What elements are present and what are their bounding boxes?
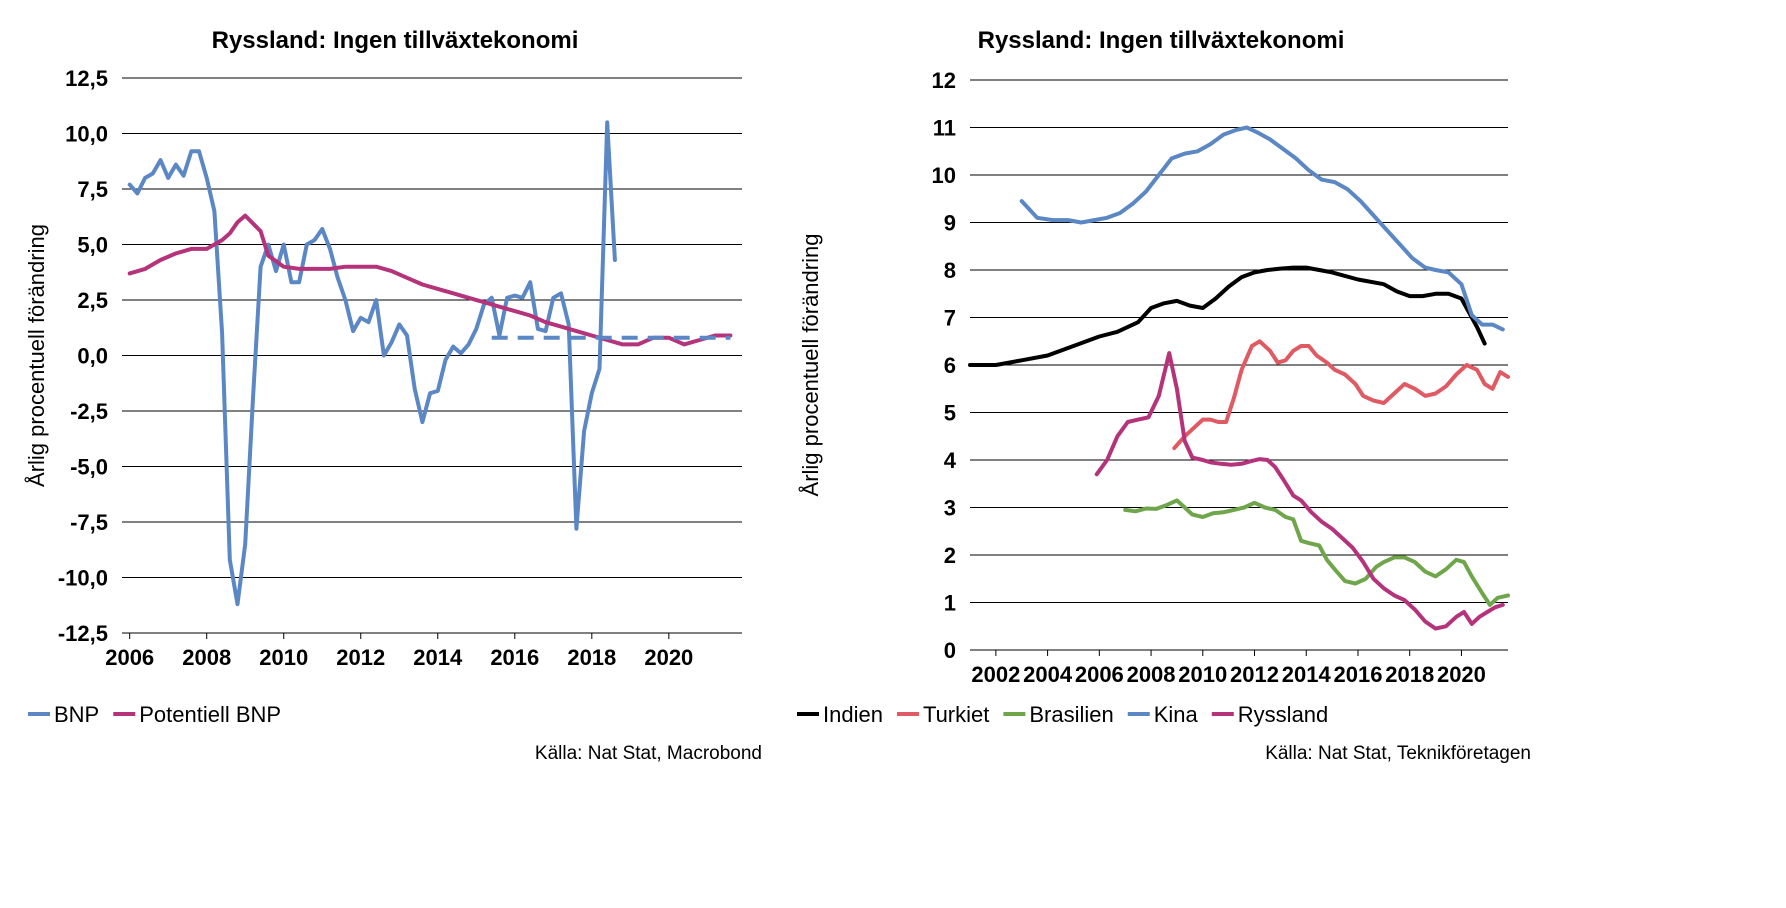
x-tick-label: 2010: [1178, 662, 1227, 687]
x-tick-label: 2006: [1075, 662, 1124, 687]
y-tick-label: 12: [932, 68, 956, 93]
y-tick-label: 12,5: [65, 66, 108, 91]
x-tick-label: 2014: [413, 645, 463, 670]
series-line-kina: [1019, 125, 1505, 332]
x-tick-label: 2006: [105, 645, 154, 670]
x-tick-label: 2008: [182, 645, 231, 670]
y-tick-label: 7,5: [77, 177, 108, 202]
series-line-potentiell-bnp: [127, 213, 733, 347]
y-axis-label: Årlig procentuell förändring: [24, 224, 49, 487]
x-tick-label: 2014: [1282, 662, 1332, 687]
y-tick-label: -2,5: [70, 399, 108, 424]
legend-entry: Ryssland: [1238, 702, 1328, 727]
x-tick-label: 2020: [644, 645, 693, 670]
y-tick-label: 5,0: [77, 233, 108, 258]
x-tick-label: 2012: [336, 645, 385, 670]
right-chart-panel: Ryssland: Ingen tillväxtekonomi 0 1 2 3 4 5 6 7 8…: [797, 0, 1786, 908]
y-tick-label: 8: [944, 258, 956, 283]
y-tick-label: -5,0: [70, 455, 108, 480]
source-note: Källa: Nat Stat, Macrobond: [535, 743, 762, 764]
y-tick-label: 3: [944, 496, 956, 521]
y-tick-label: 7: [944, 306, 956, 331]
legend-entry: Indien: [823, 702, 883, 727]
y-tick-label: 10,0: [65, 122, 108, 147]
chart-title: Ryssland: Ingen tillväxtekonomi: [212, 27, 579, 54]
left-chart: Ryssland: Ingen tillväxtekonomi 12,5 10,0 7…: [24, 27, 762, 764]
x-tick-label: 2002: [971, 662, 1020, 687]
y-tick-label: 0,0: [77, 344, 108, 369]
chart-title: Ryssland: Ingen tillväxtekonomi: [978, 27, 1345, 54]
y-tick-label: 5: [944, 401, 956, 426]
x-tick-label: 2016: [1334, 662, 1383, 687]
legend-entry: Turkiet: [923, 702, 989, 727]
right-chart: Ryssland: Ingen tillväxtekonomi012345678…: [797, 27, 1531, 764]
source-note: Källa: Nat Stat, Teknikföretagen: [1265, 743, 1531, 764]
y-tick-label: -12,5: [58, 621, 108, 646]
left-chart-panel: Ryssland: Ingen tillväxtekonomi 12,5 10,0 7…: [24, 27, 762, 764]
x-tick-label: 2018: [567, 645, 616, 670]
series-line-brasilien: [1123, 498, 1510, 607]
y-tick-label: -10,0: [58, 566, 108, 591]
y-tick-label: 1: [944, 591, 956, 616]
x-tick-label: 2018: [1385, 662, 1434, 687]
y-axis-label: Årlig procentuell förändring: [798, 234, 823, 497]
x-tick-label: 2004: [1023, 662, 1073, 687]
x-tick-label: 2008: [1127, 662, 1176, 687]
y-tick-label: -7,5: [70, 510, 108, 535]
x-tick-label: 2016: [490, 645, 539, 670]
y-tick-label: 9: [944, 211, 956, 236]
y-tick-label: 2,5: [77, 288, 108, 313]
legend-entry: Kina: [1154, 702, 1199, 727]
legend-entry: Potentiell BNP: [139, 702, 281, 727]
y-tick-label: 4: [944, 448, 957, 473]
y-tick-label: 6: [944, 353, 956, 378]
series-line-turkiet: [1172, 339, 1510, 451]
x-tick-label: 2010: [259, 645, 308, 670]
series-line-ryssland: [1094, 351, 1505, 631]
y-tick-label: 0: [944, 638, 956, 663]
x-tick-label: 2020: [1437, 662, 1486, 687]
series-line-bnp: [127, 120, 617, 607]
series-line-indien: [968, 265, 1487, 367]
legend-entry: BNP: [54, 702, 99, 727]
x-tick-label: 2012: [1230, 662, 1279, 687]
y-tick-label: 10: [932, 163, 956, 188]
y-tick-label: 11: [933, 116, 956, 141]
legend-entry: Brasilien: [1029, 702, 1113, 727]
y-tick-label: 2: [944, 543, 956, 568]
